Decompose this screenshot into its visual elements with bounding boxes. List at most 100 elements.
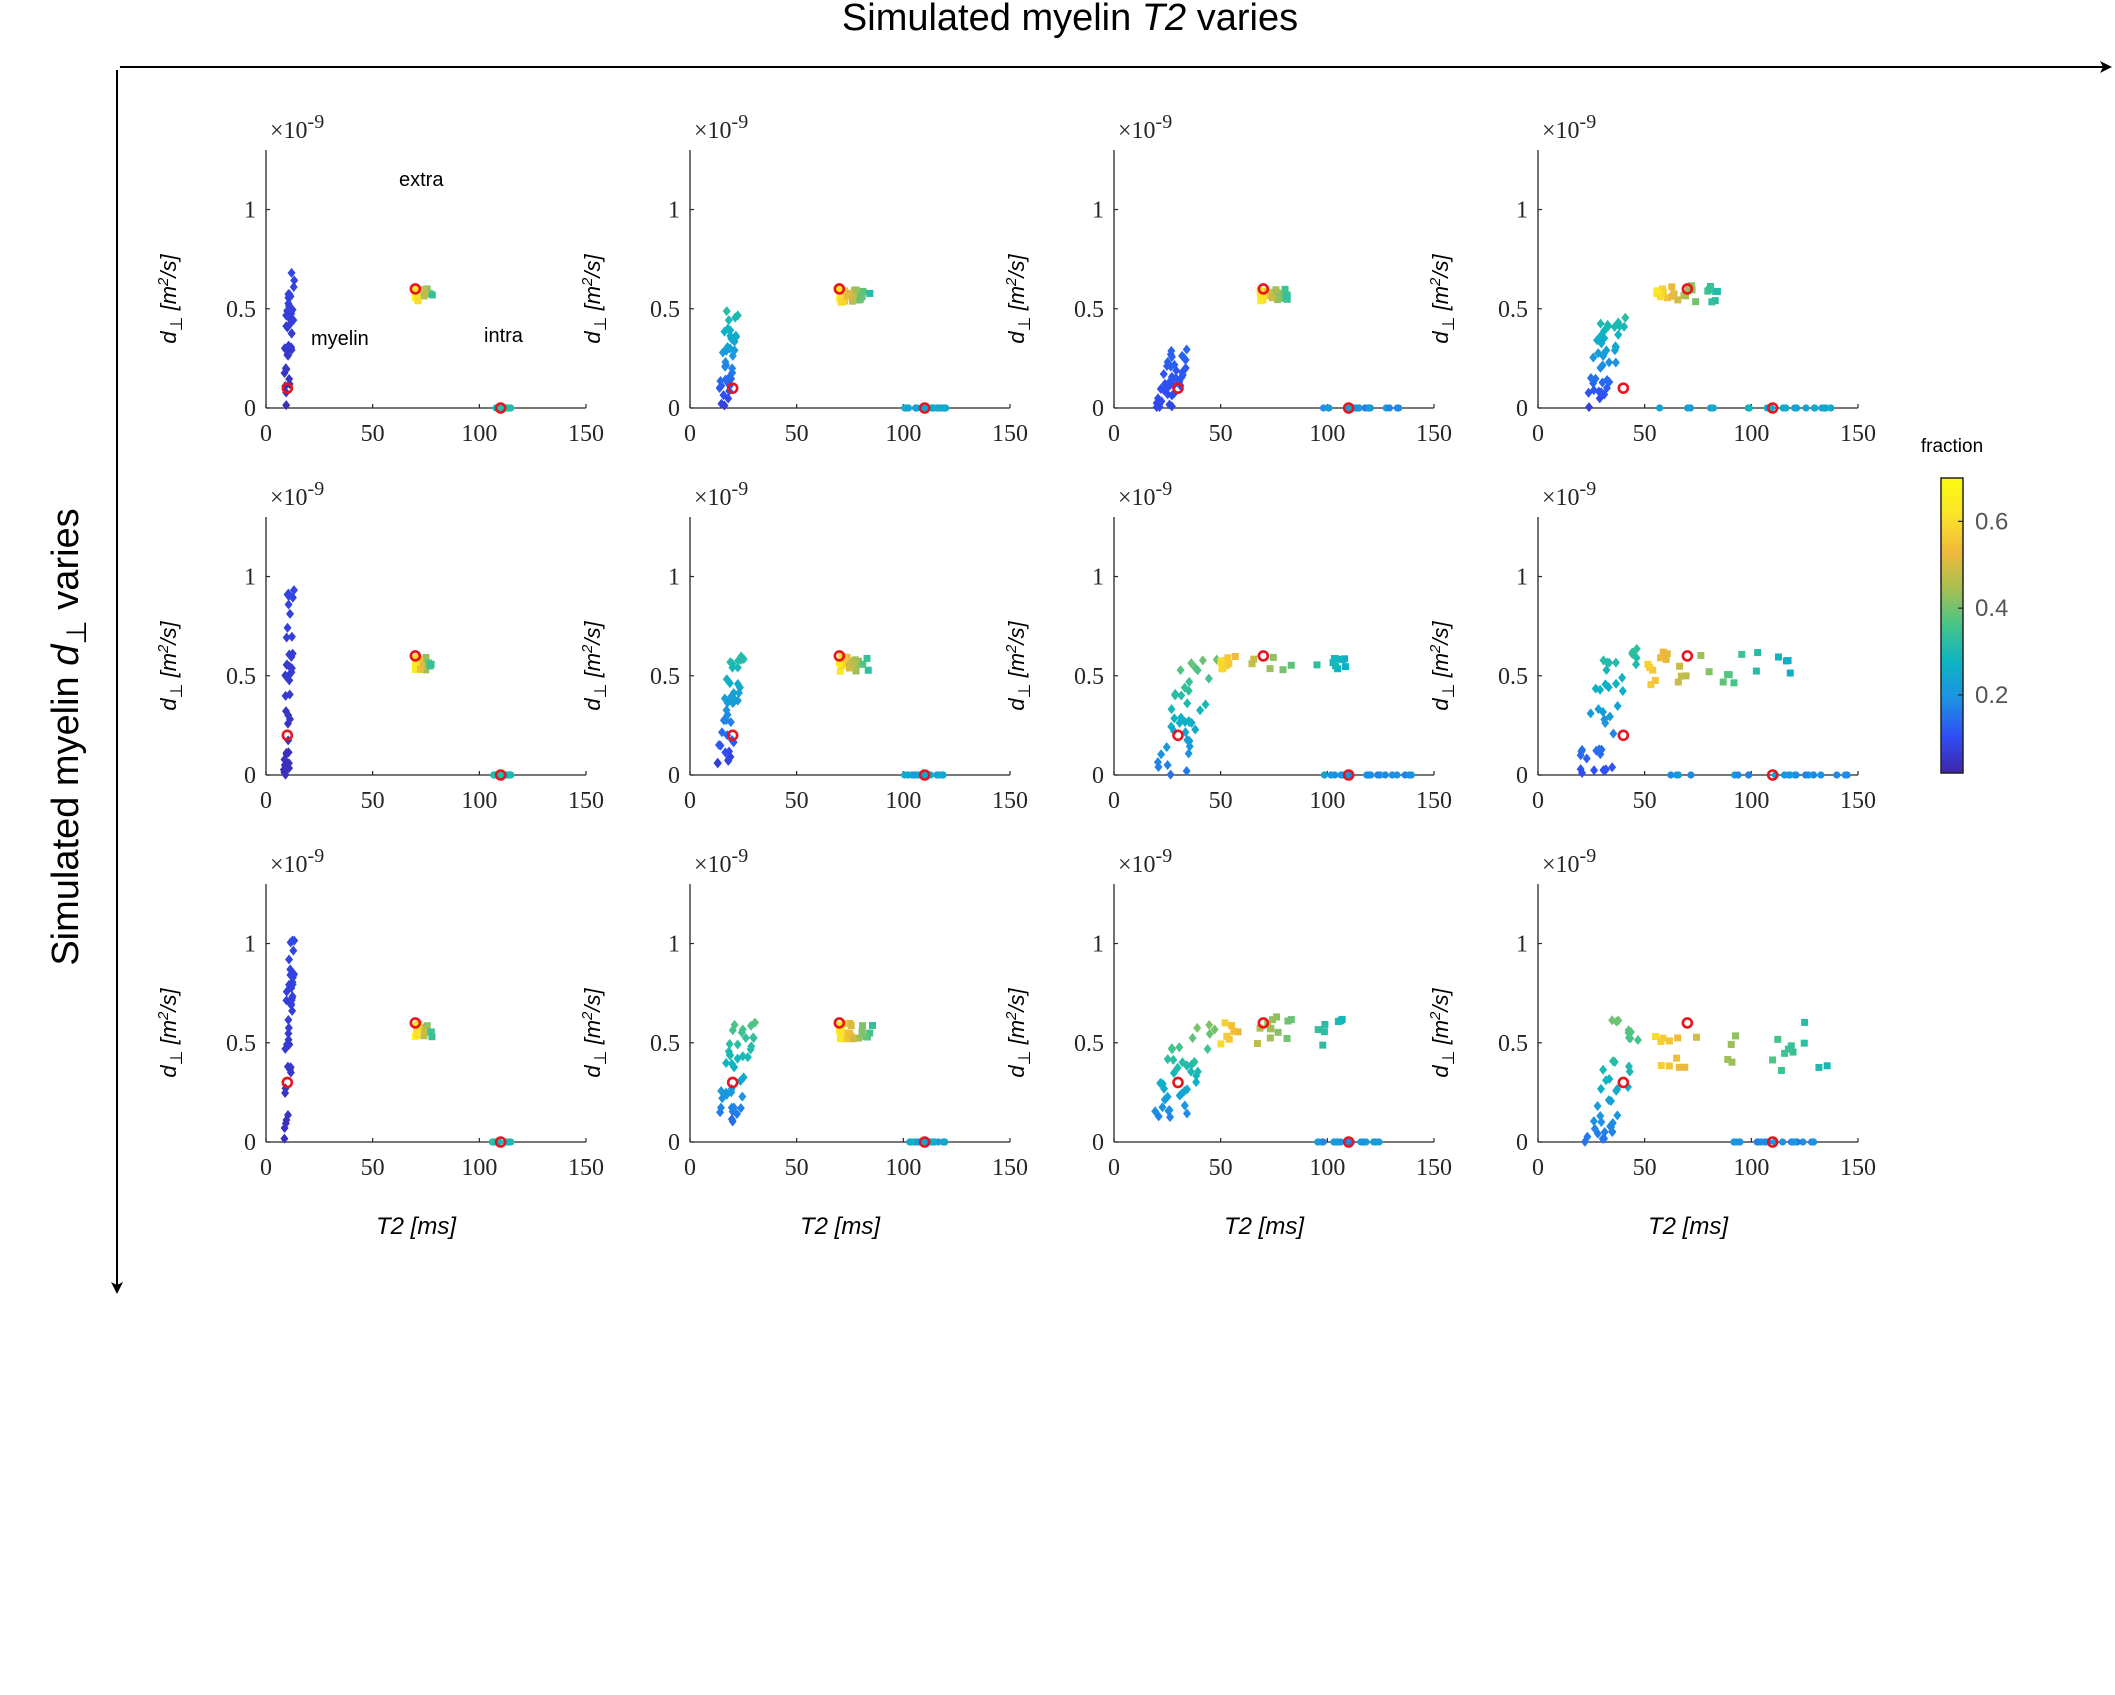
- true-value-marker: [918, 1136, 931, 1148]
- extra-point: [1681, 1063, 1689, 1071]
- extra-point: [427, 1028, 435, 1036]
- intra-point: [939, 404, 947, 412]
- myelin-point: [1163, 389, 1172, 400]
- extra-point: [1256, 1024, 1264, 1032]
- extra-point: [416, 657, 424, 665]
- myelin-point: [284, 710, 293, 721]
- extra-point: [1668, 283, 1676, 291]
- extra-point: [1727, 1040, 1735, 1048]
- extra-point: [1257, 297, 1265, 305]
- x-tick-label: 100: [1309, 1155, 1345, 1181]
- extra-point: [1268, 1016, 1276, 1024]
- extra-point: [412, 665, 420, 673]
- myelin-point: [1170, 359, 1179, 370]
- x-tick-label: 150: [1840, 421, 1876, 447]
- extra-point: [420, 1032, 428, 1040]
- myelin-point: [1578, 744, 1587, 755]
- y-tick-label: 0: [244, 763, 256, 789]
- colorbar-ticks: 0.2 0.4 0.6: [1958, 508, 2008, 709]
- myelin-point: [731, 312, 740, 323]
- extra-point: [1724, 1055, 1732, 1063]
- extra-point: [1674, 1034, 1682, 1042]
- extra-point: [848, 297, 856, 305]
- extra-point: [1222, 656, 1230, 664]
- extra-point: [1708, 298, 1716, 306]
- myelin-point: [1599, 348, 1608, 359]
- myelin-point: [1605, 711, 1614, 722]
- myelin-point: [289, 281, 298, 292]
- myelin-point: [1614, 329, 1623, 340]
- myelin-point: [715, 382, 724, 393]
- extra-point: [1320, 1028, 1328, 1036]
- myelin-point: [725, 1049, 734, 1060]
- myelin-point: [1193, 1022, 1202, 1033]
- extra-point: [1329, 659, 1337, 667]
- y-tick-label: 1: [244, 198, 256, 224]
- extra-point: [1649, 666, 1657, 674]
- y-tick-label: 1: [668, 932, 680, 958]
- y-tick-label: 0.5: [226, 1031, 256, 1057]
- intra-point: [938, 771, 946, 779]
- myelin-point: [1203, 1043, 1212, 1054]
- myelin-point: [1589, 352, 1598, 363]
- myelin-point: [1183, 698, 1192, 709]
- intra-point: [913, 404, 921, 412]
- myelin-point: [1177, 690, 1186, 701]
- x-tick-label: 150: [992, 421, 1028, 447]
- intra-point: [1799, 1138, 1807, 1146]
- extra-point: [1657, 654, 1665, 662]
- myelin-point: [1175, 1042, 1184, 1053]
- myelin-point: [1165, 399, 1174, 410]
- extra-point: [1274, 296, 1282, 304]
- extra-point: [835, 659, 843, 667]
- intra-point: [506, 404, 514, 412]
- y-axis-label: d⊥ [m2/s]: [1003, 621, 1034, 711]
- extra-point: [855, 1034, 863, 1042]
- true-value-marker: [918, 402, 931, 414]
- myelin-point: [287, 651, 296, 662]
- extra-point: [1823, 1062, 1831, 1070]
- y-tick-label: 1: [1516, 565, 1528, 591]
- intra-point: [1843, 771, 1851, 779]
- intra-point: [1779, 1138, 1787, 1146]
- myelin-point: [1182, 766, 1191, 777]
- y-exponent-label: ×10-9: [694, 478, 748, 511]
- extra-point: [863, 654, 871, 662]
- x-tick-label: 50: [1633, 788, 1657, 814]
- intra-point: [1802, 771, 1810, 779]
- x-tick-label: 100: [461, 421, 497, 447]
- y-tick-label: 0: [244, 1130, 256, 1156]
- extra-point: [1674, 678, 1682, 686]
- y-tick-label: 0.5: [1074, 297, 1104, 323]
- extra-point: [1230, 1027, 1238, 1035]
- intra-point: [1782, 404, 1790, 412]
- true-value-marker: [409, 1017, 422, 1029]
- myelin-point: [730, 1019, 739, 1030]
- myelin-point: [1632, 643, 1641, 654]
- extra-point: [1653, 287, 1661, 295]
- x-tick-label: 0: [1532, 421, 1544, 447]
- myelin-point: [735, 682, 744, 693]
- myelin-point: [286, 608, 295, 619]
- panel-r1-c3: 0 50 100 150 0 0.5 1 ×10-9 d⊥ [m2/s]: [1003, 111, 1452, 447]
- extra-point: [1284, 1017, 1292, 1025]
- extra-point: [1268, 288, 1276, 296]
- true-value-marker: [726, 1076, 739, 1089]
- y-tick-label: 0: [1092, 396, 1104, 422]
- y-tick-label: 1: [668, 198, 680, 224]
- myelin-point: [726, 343, 735, 354]
- myelin-point: [718, 1093, 727, 1104]
- x-tick-label: 100: [885, 788, 921, 814]
- intra-point: [1325, 404, 1333, 412]
- myelin-point: [1633, 1035, 1642, 1046]
- myelin-point: [1618, 672, 1627, 683]
- y-tick-label: 0.5: [1498, 664, 1528, 690]
- true-value-marker: [1257, 650, 1270, 662]
- myelin-point: [1162, 361, 1171, 372]
- extra-point: [836, 667, 844, 675]
- myelin-point: [290, 275, 299, 286]
- myelin-point: [1201, 699, 1210, 710]
- extra-point: [1338, 655, 1346, 663]
- true-value-marker: [1172, 729, 1184, 742]
- myelin-point: [1604, 682, 1613, 693]
